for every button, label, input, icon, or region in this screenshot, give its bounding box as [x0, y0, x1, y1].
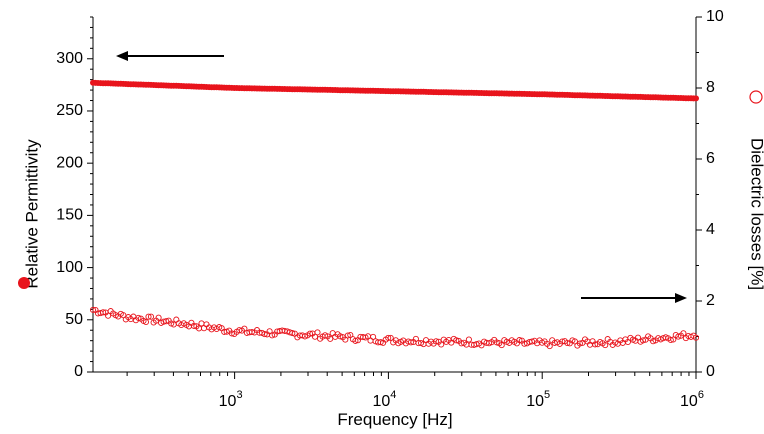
axes-group [92, 17, 697, 373]
losses-point [200, 325, 208, 332]
losses-point [173, 316, 180, 323]
x-tick-exponent: 3 [236, 389, 242, 401]
losses-point [142, 318, 150, 326]
right-y-axis-title-group: Dielectric losses [%] [748, 138, 764, 290]
losses-point [675, 333, 682, 340]
losses-point [261, 331, 268, 338]
losses-point [147, 313, 155, 320]
right-y-tick-label: 8 [706, 79, 715, 96]
permittivity-series [90, 79, 699, 102]
losses-point [465, 336, 472, 343]
right-y-tick-label: 0 [706, 363, 715, 380]
losses-point [367, 337, 374, 344]
losses-point [576, 340, 583, 347]
losses-point [89, 306, 97, 313]
left-y-tick-label: 300 [56, 50, 83, 67]
losses-point [387, 334, 394, 341]
right-y-axis-title: Dielectric losses [%] [748, 138, 764, 290]
x-tick-label: 104 [372, 389, 396, 410]
losses-point [602, 342, 609, 349]
losses-point [105, 312, 112, 319]
left-y-tick-label: 150 [56, 207, 83, 224]
losses-point [327, 335, 334, 342]
losses-point [516, 337, 523, 344]
losses-point [433, 338, 440, 345]
losses-point [347, 331, 354, 339]
losses-series [89, 306, 700, 350]
right-y-tick-label: 10 [706, 8, 724, 25]
losses-point [493, 339, 500, 346]
losses-point [329, 330, 336, 337]
losses-point [385, 334, 392, 341]
x-tick-exponent: 5 [544, 389, 550, 401]
losses-point [289, 330, 296, 337]
losses-point [370, 333, 377, 340]
losses-point [639, 337, 647, 344]
losses-point [422, 337, 430, 344]
losses-point [670, 336, 677, 343]
losses-point [163, 318, 170, 325]
left-y-tick-label: 50 [65, 311, 83, 328]
losses-point [145, 313, 152, 320]
losses-point [352, 337, 359, 344]
losses-point [592, 341, 599, 348]
right-y-tick-label: 2 [706, 292, 715, 309]
right-y-tick-label: 6 [706, 150, 715, 167]
losses-point [692, 334, 700, 341]
annotations-group [116, 51, 687, 303]
left-y-tick-label: 0 [74, 363, 83, 380]
losses-point [438, 341, 445, 348]
x-tick-label: 106 [680, 389, 704, 410]
losses-point [314, 329, 321, 336]
losses-point [407, 339, 414, 346]
x-axis-title: Frequency [Hz] [337, 410, 452, 429]
x-tick-label: 105 [526, 389, 550, 410]
losses-point [301, 333, 308, 340]
losses-point [680, 330, 687, 337]
losses-point [306, 330, 314, 337]
losses-point [155, 314, 162, 321]
losses-point [377, 339, 384, 346]
losses-point [190, 322, 197, 329]
losses-point [198, 320, 205, 327]
losses-point [269, 332, 276, 339]
right-legend-marker [749, 90, 763, 104]
losses-point [100, 309, 107, 316]
left-legend-marker [18, 277, 30, 289]
losses-point [546, 343, 553, 350]
losses-point [135, 314, 142, 321]
right-y-tick-label: 4 [706, 221, 715, 238]
permittivity-point [693, 95, 699, 102]
right-arrow-head [675, 293, 687, 303]
losses-point [248, 328, 255, 336]
losses-point [498, 342, 505, 349]
losses-point [650, 338, 657, 345]
x-tick-label: 103 [219, 389, 243, 410]
losses-point [453, 337, 460, 344]
losses-point [412, 335, 419, 342]
left-y-tick-label: 200 [56, 154, 83, 171]
x-tick-exponent: 4 [390, 389, 396, 401]
x-tick-exponent: 6 [698, 389, 704, 401]
losses-point [667, 336, 674, 344]
losses-point [564, 339, 571, 347]
left-y-axis-title-group: Relative Permittivity [22, 139, 41, 289]
left-arrow-head [116, 51, 128, 61]
left-y-axis-title: Relative Permittivity [22, 139, 41, 289]
losses-point [344, 332, 351, 339]
left-y-tick-label: 250 [56, 102, 83, 119]
ticks-group: 0 50 100 150 200 250 300 0 2 4 6 8 10 103 104 105 106 [56, 8, 724, 410]
left-y-tick-label: 100 [56, 259, 83, 276]
